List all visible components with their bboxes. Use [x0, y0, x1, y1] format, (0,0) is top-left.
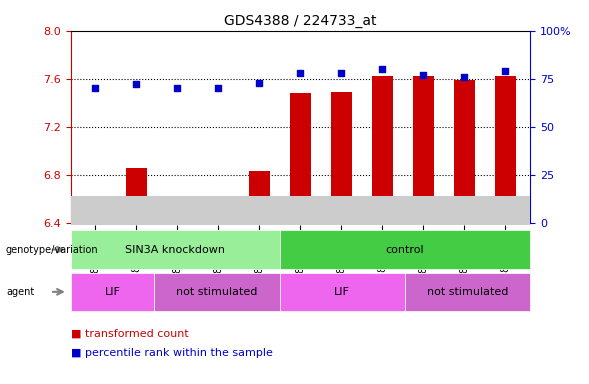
Point: [378, 66, 387, 72]
Point: [296, 70, 305, 76]
Point: [254, 79, 264, 86]
Text: not stimulated: not stimulated: [176, 287, 257, 297]
Bar: [85, 214, 105, 223]
Text: LIF: LIF: [104, 287, 120, 297]
Point: [501, 68, 510, 74]
Bar: [126, 167, 147, 223]
Point: [419, 72, 428, 78]
Text: SIN3A knockdown: SIN3A knockdown: [125, 245, 225, 255]
Bar: [454, 80, 475, 223]
Point: [91, 85, 100, 91]
Text: not stimulated: not stimulated: [427, 287, 508, 297]
Point: [214, 85, 223, 91]
Bar: [372, 76, 393, 223]
Title: GDS4388 / 224733_at: GDS4388 / 224733_at: [224, 14, 376, 28]
Point: [460, 74, 469, 80]
Text: ■ percentile rank within the sample: ■ percentile rank within the sample: [71, 348, 273, 358]
Text: LIF: LIF: [334, 287, 350, 297]
Bar: [249, 171, 270, 223]
Bar: [208, 214, 229, 223]
Point: [131, 81, 141, 88]
Point: [173, 85, 182, 91]
Point: [337, 70, 346, 76]
Bar: [290, 93, 310, 223]
Bar: [331, 92, 352, 223]
Bar: [167, 218, 187, 223]
Text: agent: agent: [6, 287, 34, 297]
Bar: [495, 76, 516, 223]
Text: control: control: [385, 245, 424, 255]
Bar: [413, 76, 434, 223]
Text: genotype/variation: genotype/variation: [6, 245, 98, 255]
Text: ■ transformed count: ■ transformed count: [71, 329, 188, 339]
